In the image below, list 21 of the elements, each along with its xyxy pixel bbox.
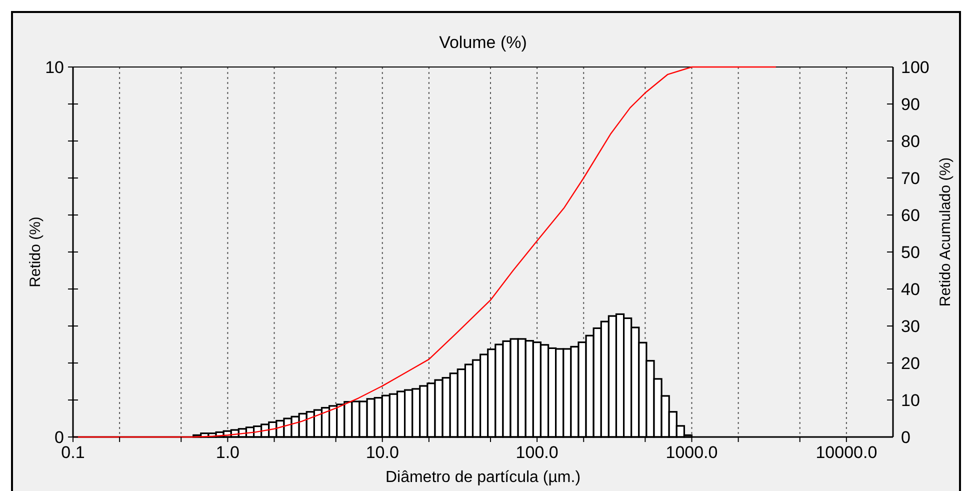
y2-tick-label: 30	[901, 317, 920, 336]
y2-tick-label: 40	[901, 280, 920, 299]
y2-tick-label: 50	[901, 243, 920, 262]
x-tick-label: 1.0	[216, 443, 240, 462]
y2-tick-label: 60	[901, 206, 920, 225]
x-tick-label: 10000.0	[816, 443, 878, 462]
x-tick-label: 1000.0	[666, 443, 718, 462]
y2-tick-label: 100	[901, 58, 930, 77]
y-axis-title: Retido (%)	[27, 216, 44, 288]
chart-title: Volume (%)	[439, 33, 527, 52]
x-tick-label: 100.0	[516, 443, 558, 462]
x-tick-label: 0.1	[61, 443, 85, 462]
x-axis-title: Diâmetro de partícula (µm.)	[385, 469, 581, 486]
y2-tick-label: 0	[901, 428, 910, 447]
y2-tick-label: 80	[901, 132, 920, 151]
x-tick-label: 10.0	[366, 443, 399, 462]
y2-tick-label: 70	[901, 169, 920, 188]
y2-axis-title: Retido Acumulado (%)	[937, 157, 954, 307]
y2-tick-label: 10	[901, 391, 920, 410]
y2-tick-label: 90	[901, 95, 920, 114]
y2-tick-label: 20	[901, 354, 920, 373]
